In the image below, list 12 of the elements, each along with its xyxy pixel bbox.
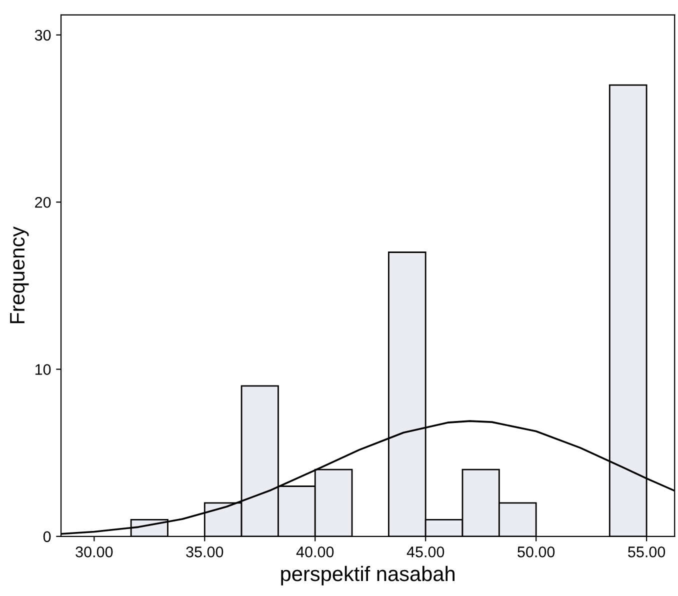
y-tick-label: 20	[35, 196, 51, 208]
x-axis-title: perspektif nasabah	[281, 566, 454, 586]
y-tick-label: 30	[34, 30, 51, 41]
y-tick-label: 10	[35, 364, 51, 375]
x-tick-label: 50.00	[518, 546, 555, 558]
y-axis-title: Frequency	[10, 226, 29, 324]
x-tick-label: 40.00	[296, 546, 334, 558]
x-tick-label: 55.00	[628, 546, 666, 558]
y-tick-label: 0	[43, 531, 51, 542]
x-tick-label: 30.00	[76, 546, 113, 558]
x-tick-label: 35.00	[186, 546, 224, 558]
x-tick-label: 45.00	[406, 546, 444, 558]
